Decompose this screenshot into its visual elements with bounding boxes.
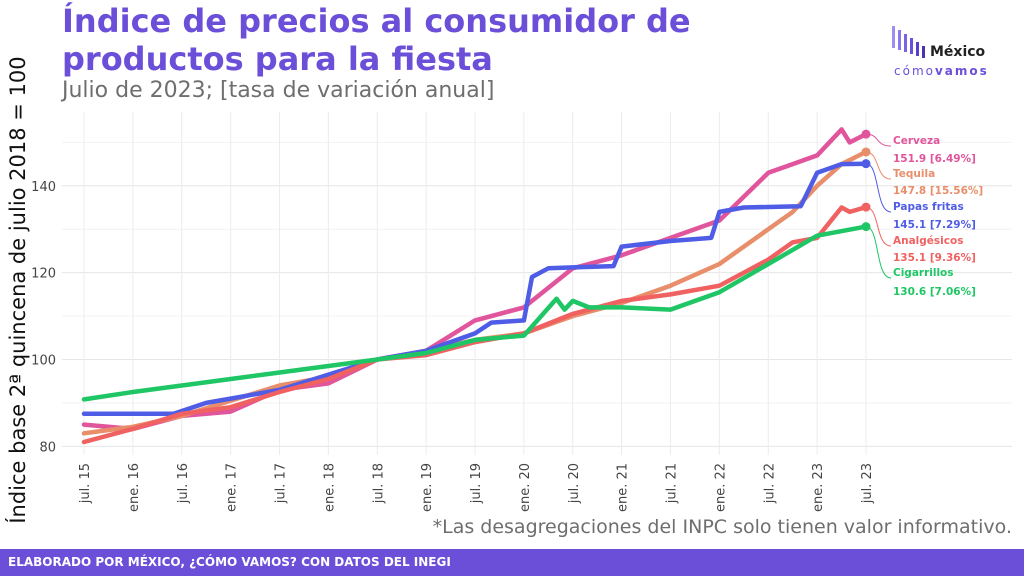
page-title: Índice de precios al consumidor de produ… — [62, 2, 691, 78]
series-name-label-cerveza: Cerveza — [893, 135, 940, 147]
series-connector-analgesicos — [865, 206, 892, 247]
page-subtitle: Julio de 2023; [tasa de variación anual] — [62, 78, 495, 103]
x-tick-label: ene. 20 — [518, 463, 533, 512]
logo-text-comovamos: cómovamos — [894, 64, 989, 78]
y-tick-label: 120 — [31, 267, 56, 282]
x-tick-label: jul. 15 — [78, 463, 93, 504]
x-tick-label: ene. 17 — [225, 463, 240, 512]
x-tick-label: jul. 21 — [665, 463, 680, 504]
x-tick-label: ene. 19 — [420, 463, 435, 512]
series-value-label-cerveza: 151.9 [6.49%] — [893, 153, 976, 165]
series-value-label-papas: 145.1 [7.29%] — [893, 219, 976, 231]
series-name-label-cigarrillos: Cigarrillos — [893, 267, 954, 279]
series-value-label-tequila: 147.8 [15.56%] — [893, 185, 983, 197]
y-tick-label: 140 — [31, 180, 56, 195]
x-tick-label: ene. 16 — [127, 463, 142, 512]
line-chart: 80 100 120 140 jul. 15 ene. 16 jul. 16 ene. 17… — [31, 112, 1012, 512]
x-tick-label: ene. 18 — [322, 463, 337, 512]
series-connector-papas — [865, 163, 892, 213]
series-value-label-cigarrillos: 130.6 [7.06%] — [893, 286, 976, 298]
footer-credit: ELABORADO POR MÉXICO, ¿CÓMO VAMOS? CON D… — [0, 549, 1024, 576]
series-connector-cerveza — [865, 133, 892, 147]
series-name-label-analgesicos: Analgésicos — [893, 235, 963, 247]
series-line-cerveza — [81, 127, 869, 432]
series-connector-tequila — [865, 151, 892, 180]
series-value-label-analgesicos: 135.1 [9.36%] — [893, 252, 976, 264]
footnote: *Las desagregaciones del INPC solo tiene… — [432, 516, 1012, 538]
x-tick-label: jul. 22 — [762, 463, 777, 504]
series-connector-cigarrillos — [865, 226, 892, 279]
x-tick-label: ene. 22 — [713, 463, 728, 512]
x-tick-label: jul. 16 — [176, 463, 191, 504]
x-tick-label: jul. 20 — [567, 463, 582, 504]
series-line-papas — [81, 161, 869, 417]
x-tick-label: jul. 19 — [469, 463, 484, 504]
x-tick-label: jul. 17 — [274, 463, 289, 504]
series-line-cigarrillos — [81, 224, 869, 402]
logo-text-mexico: México — [930, 44, 986, 60]
y-tick-label: 100 — [31, 353, 56, 368]
y-tick-label: 80 — [39, 440, 56, 455]
x-tick-label: ene. 21 — [616, 463, 631, 512]
series-name-label-tequila: Tequila — [893, 168, 935, 180]
x-tick-label: jul. 23 — [860, 463, 875, 504]
x-axis-ticks: jul. 15 ene. 16 jul. 16 ene. 17 jul. 17 ene. … — [78, 463, 875, 512]
x-tick-label: jul. 18 — [371, 463, 386, 504]
series-name-label-papas: Papas fritas — [893, 201, 964, 213]
x-tick-label: ene. 23 — [811, 463, 826, 512]
logo-text-vamos: vamos — [934, 64, 989, 78]
chart-series-labels: Cerveza 151.9 [6.49%] Tequila 147.8 [15.56%… — [865, 133, 983, 298]
logo-text-como: cómo — [894, 64, 935, 78]
bars-logo-icon — [892, 26, 925, 58]
brand-logo: México cómovamos — [888, 24, 1008, 84]
y-axis-ticks: 80 100 120 140 — [31, 180, 56, 456]
chart-series-lines — [81, 127, 871, 445]
